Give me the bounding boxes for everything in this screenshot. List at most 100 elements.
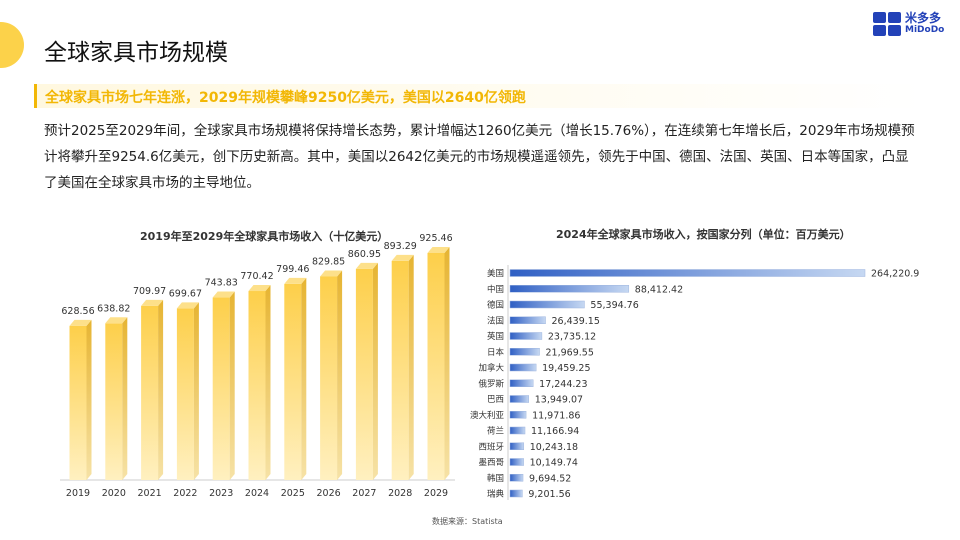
bar-西班牙 — [509, 442, 525, 450]
data-label: 21,969.55 — [546, 347, 594, 358]
data-label: 709.97 — [133, 286, 166, 297]
y-tick-label: 美国 — [487, 268, 504, 279]
logo: 米多多 MiDoDo — [873, 12, 944, 36]
bar-韩国 — [509, 474, 524, 482]
x-tick-label: 2019 — [66, 488, 90, 499]
data-label: 23,735.12 — [548, 332, 596, 343]
bar-side — [337, 270, 343, 480]
bar-side — [229, 291, 235, 480]
logo-en: MiDoDo — [905, 25, 945, 35]
data-label: 628.56 — [61, 306, 94, 317]
bar-中国 — [509, 285, 630, 293]
data-label: 9,201.56 — [528, 489, 570, 500]
data-label: 9,694.52 — [529, 473, 571, 484]
highlight-text: 全球家具市场七年连涨，2029年规模攀峰9250亿美元，美国以2640亿领跑 — [45, 90, 526, 106]
data-label: 799.46 — [276, 264, 309, 275]
bar-top — [105, 317, 128, 324]
x-tick-label: 2021 — [138, 488, 162, 499]
bar-side — [265, 285, 271, 480]
bar-巴西 — [509, 395, 529, 403]
data-label: 88,412.42 — [635, 284, 683, 295]
logo-cn: 米多多 — [905, 11, 942, 25]
page-title: 全球家具市场规模 — [44, 40, 228, 66]
data-label: 770.42 — [240, 271, 273, 282]
y-tick-label: 荷兰 — [487, 426, 504, 437]
bar-澳大利亚 — [509, 411, 527, 419]
logo-icon — [873, 12, 901, 36]
bar-side — [301, 277, 307, 480]
bar-top — [248, 285, 271, 292]
bar-墨西哥 — [509, 458, 524, 466]
bar-加拿大 — [509, 363, 537, 372]
bar-2021 — [141, 305, 159, 480]
x-tick-label: 2024 — [245, 488, 269, 499]
data-label: 17,244.23 — [539, 379, 587, 390]
right-chart-title: 2024年全球家具市场收入，按国家分列（单位：百万美元） — [556, 228, 851, 241]
data-label: 10,149.74 — [530, 458, 578, 469]
bar-瑞典 — [509, 489, 523, 498]
data-label: 19,459.25 — [542, 363, 590, 374]
bar-2023 — [212, 297, 230, 480]
bar-top — [355, 262, 378, 269]
data-label: 264,220.9 — [871, 269, 919, 280]
bar-德国 — [509, 300, 585, 309]
bar-2029 — [427, 253, 445, 480]
highlight-banner: 全球家具市场七年连涨，2029年规模攀峰9250亿美元，美国以2640亿领跑 — [34, 84, 923, 108]
bar-美国 — [509, 269, 866, 277]
bar-side — [193, 302, 199, 480]
bar-2026 — [320, 276, 338, 480]
bar-日本 — [509, 348, 540, 356]
bar-side — [444, 247, 450, 480]
x-tick-label: 2026 — [317, 488, 341, 499]
y-tick-label: 巴西 — [487, 395, 504, 405]
data-label: 26,439.15 — [552, 316, 600, 327]
y-tick-label: 英国 — [487, 331, 504, 342]
data-label: 11,166.94 — [531, 426, 579, 437]
x-tick-label: 2027 — [352, 488, 376, 499]
bar-top — [212, 291, 235, 298]
x-tick-label: 2020 — [102, 488, 126, 499]
bar-side — [122, 317, 128, 480]
bar-2025 — [284, 283, 302, 480]
y-tick-label: 瑞典 — [487, 489, 505, 500]
bar-top — [141, 299, 164, 306]
bar-top — [176, 302, 199, 309]
y-tick-label: 俄罗斯 — [478, 378, 504, 389]
y-tick-label: 加拿大 — [478, 363, 504, 374]
summary-paragraph: 预计2025至2029年间，全球家具市场规模将保持增长态势，累计增幅达1260亿… — [44, 123, 915, 191]
bar-top — [69, 319, 92, 326]
bar-2028 — [391, 260, 409, 480]
bar-法国 — [509, 316, 546, 324]
x-tick-label: 2025 — [281, 488, 305, 499]
bar-荷兰 — [509, 426, 526, 435]
data-label: 699.67 — [169, 288, 202, 299]
data-source: 数据来源：Statista — [432, 517, 503, 526]
bar-2024 — [248, 291, 266, 480]
bar-side — [158, 299, 164, 480]
bar-2020 — [105, 323, 123, 480]
data-label: 829.85 — [312, 256, 345, 267]
y-tick-label: 德国 — [487, 300, 504, 311]
bar-side — [86, 319, 92, 480]
bar-top — [320, 270, 343, 277]
bar-2019 — [69, 325, 87, 480]
bar-2022 — [176, 308, 194, 480]
data-label: 10,243.18 — [530, 442, 578, 453]
bar-2027 — [355, 268, 373, 480]
data-label: 893.29 — [384, 241, 417, 252]
y-tick-label: 墨西哥 — [478, 458, 504, 468]
bar-俄罗斯 — [509, 379, 534, 387]
bar-英国 — [509, 332, 543, 340]
bar-top — [284, 277, 307, 284]
bar-side — [372, 262, 378, 480]
data-label: 55,394.76 — [590, 300, 638, 311]
data-label: 860.95 — [348, 249, 381, 260]
data-label: 638.82 — [97, 303, 130, 314]
data-label: 11,971.86 — [532, 410, 580, 421]
y-tick-label: 中国 — [487, 284, 504, 295]
data-label: 13,949.07 — [535, 395, 583, 406]
bar-top — [391, 254, 414, 261]
y-tick-label: 西班牙 — [478, 441, 504, 452]
bar-side — [408, 254, 414, 480]
